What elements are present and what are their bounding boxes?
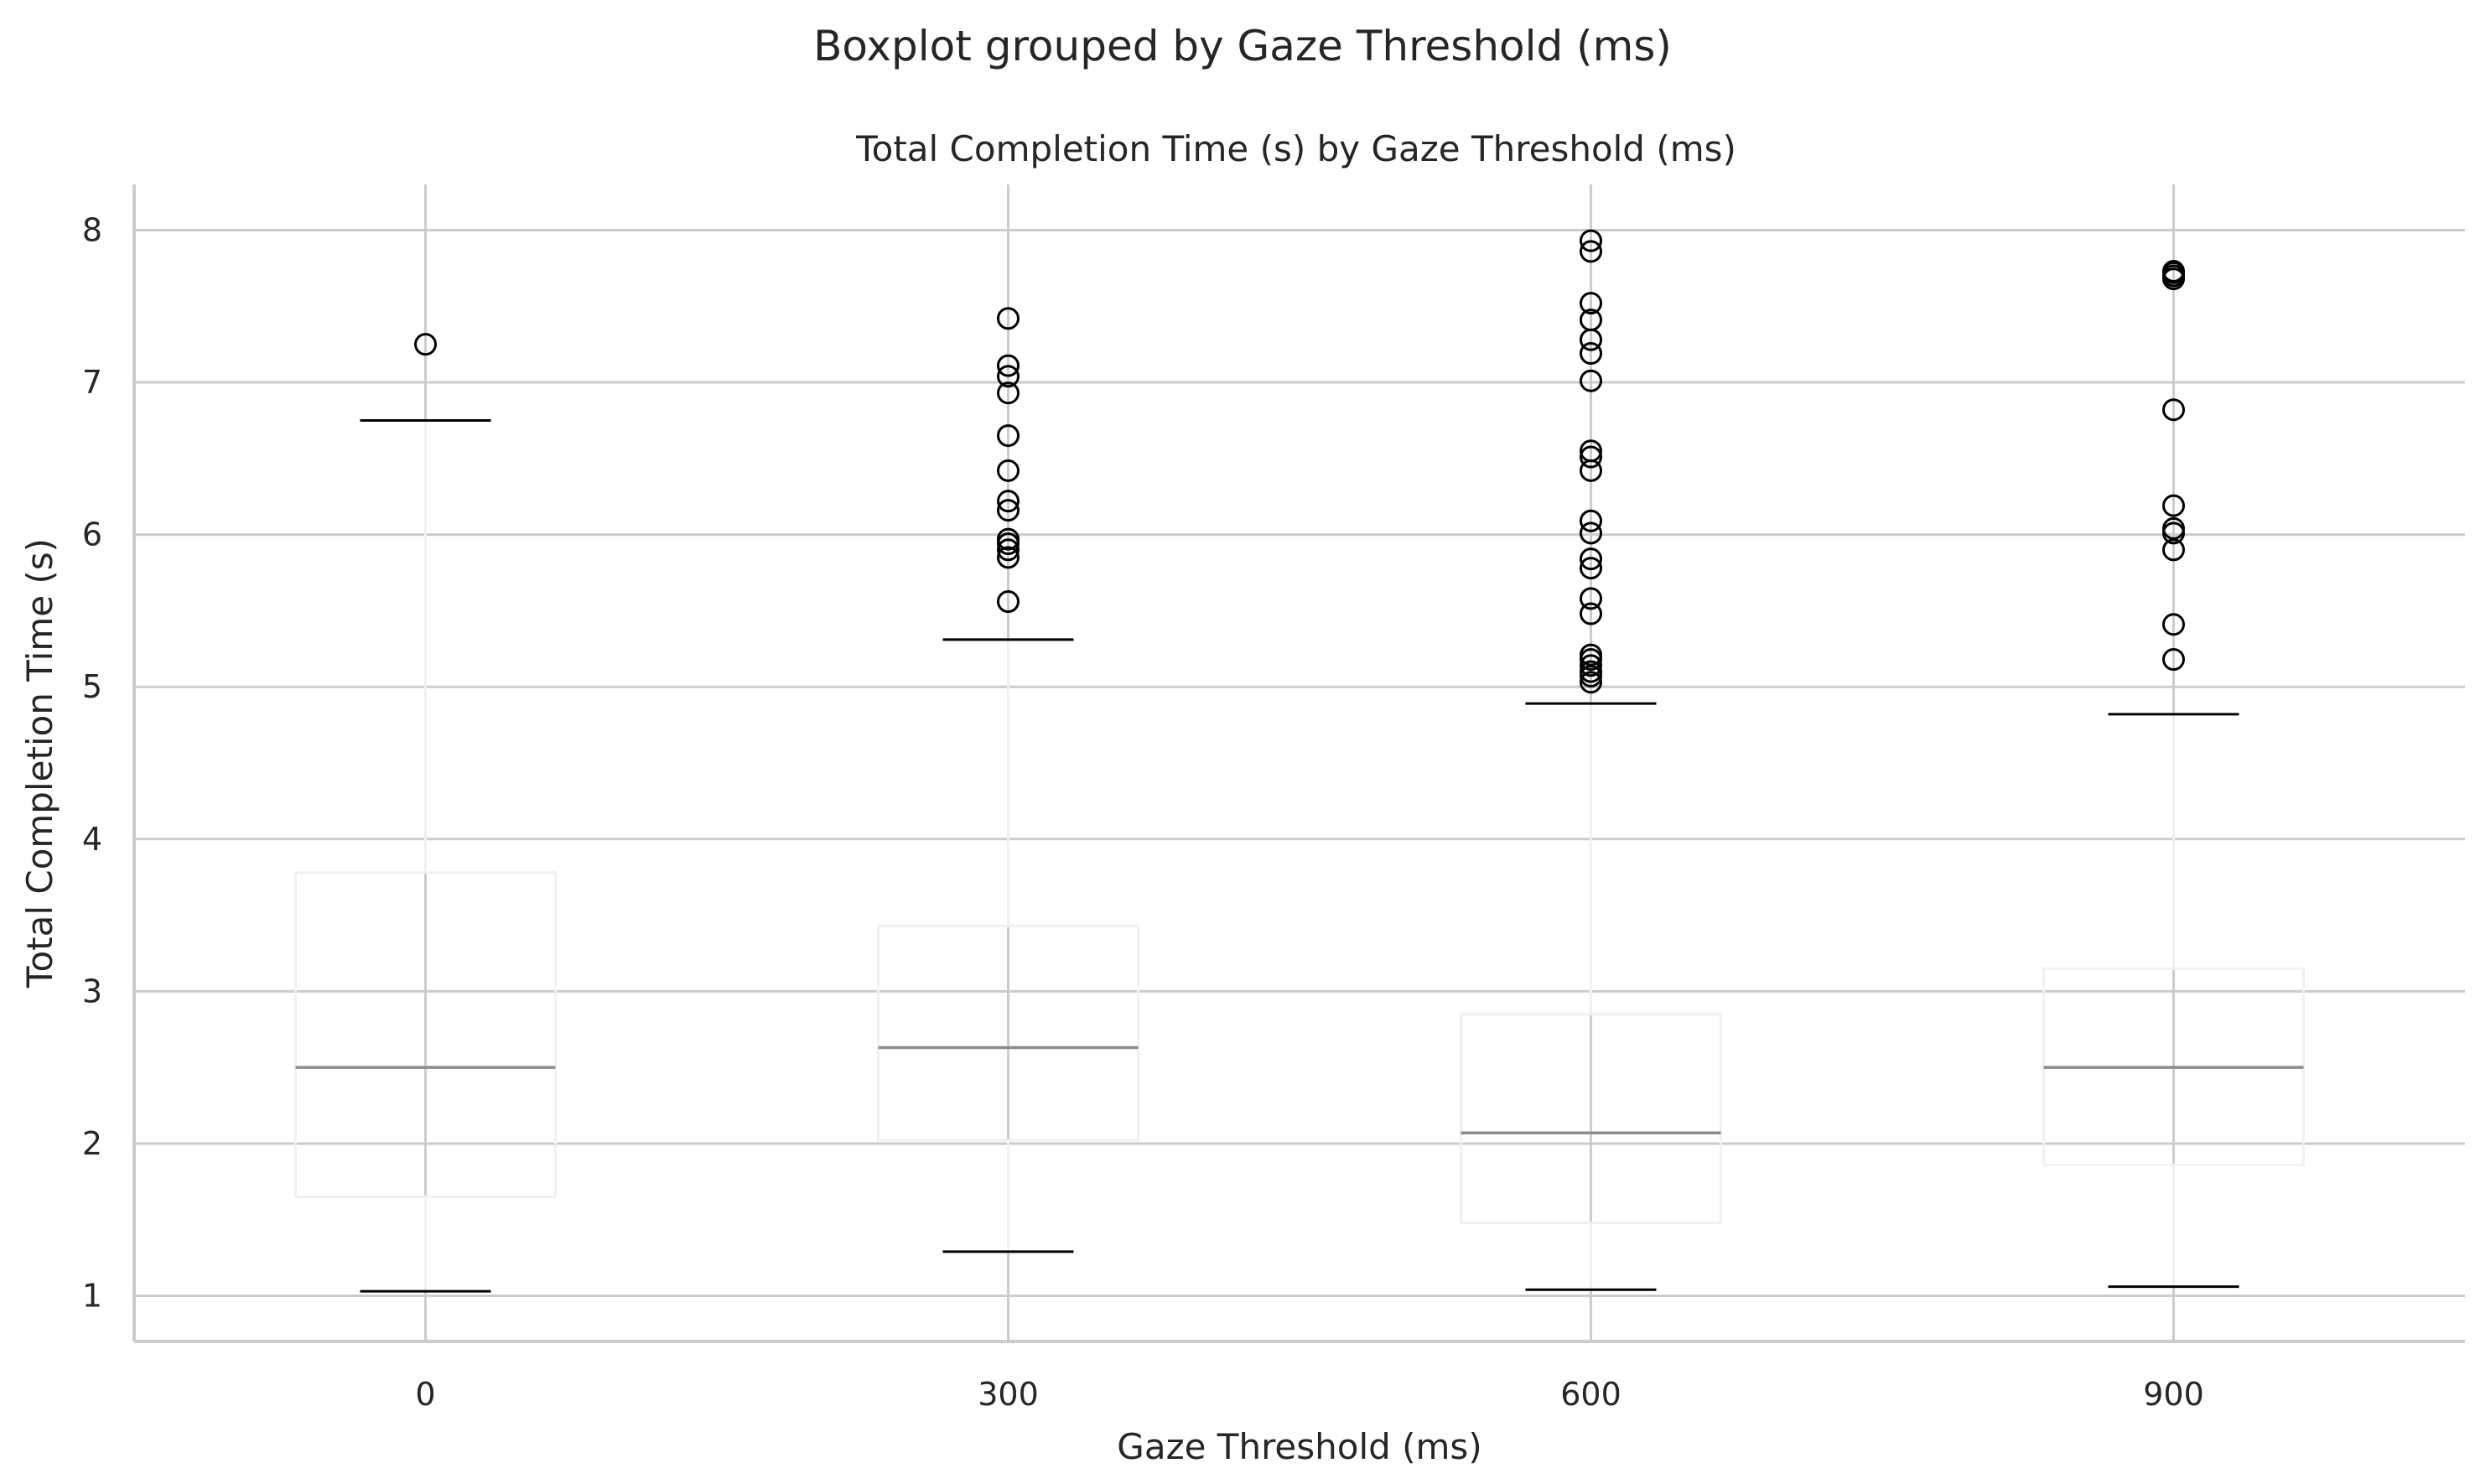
outlier-point <box>1580 229 1602 252</box>
outlier-point <box>1580 643 1602 667</box>
outlier-point <box>1580 342 1602 366</box>
outlier-point <box>1580 587 1602 610</box>
y-tick-label: 8 <box>82 211 102 248</box>
outlier-point <box>1580 240 1602 263</box>
outlier-point <box>2162 516 2185 540</box>
outlier-point <box>1580 671 1602 694</box>
outlier-point <box>997 527 1020 551</box>
outlier-point <box>1580 654 1602 677</box>
x-axis-label: Gaze Threshold (ms) <box>1117 1426 1481 1467</box>
outlier-point <box>1580 292 1602 315</box>
outlier-point <box>2162 648 2185 672</box>
outlier-point <box>997 538 1020 562</box>
y-tick-label: 2 <box>82 1125 102 1162</box>
outlier-point <box>1580 602 1602 625</box>
outlier-point <box>997 499 1020 522</box>
box-group <box>294 333 557 1293</box>
iqr-box <box>1460 1013 1722 1224</box>
x-tick-label: 900 <box>2143 1376 2204 1413</box>
y-tick-label: 1 <box>82 1278 102 1315</box>
x-tick-labels: 0 300 600 900 <box>415 1376 2203 1413</box>
outlier-point <box>997 490 1020 513</box>
chart-title: Total Completion Time (s) by Gaze Thresh… <box>855 128 1736 169</box>
outlier-point <box>997 354 1020 377</box>
y-tick-labels: 1 2 3 4 5 6 7 8 <box>82 211 102 1314</box>
box-group <box>2042 260 2305 1289</box>
outlier-point <box>997 307 1020 330</box>
box-group <box>877 307 1139 1253</box>
y-tick-label: 5 <box>82 668 102 705</box>
outlier-point <box>1580 445 1602 469</box>
outlier-point <box>1580 369 1602 392</box>
y-tick-label: 4 <box>82 821 102 858</box>
boxes-layer <box>294 229 2305 1293</box>
x-tick-label: 300 <box>978 1376 1039 1413</box>
y-tick-label: 3 <box>82 973 102 1009</box>
y-tick-label: 6 <box>82 516 102 553</box>
outlier-point <box>997 365 1020 388</box>
outlier-point <box>997 459 1020 482</box>
outlier-point <box>2162 613 2185 636</box>
outlier-point <box>997 424 1020 448</box>
outlier-point <box>414 333 437 356</box>
y-tick-label: 7 <box>82 364 102 401</box>
outlier-point <box>1580 557 1602 580</box>
outlier-point <box>997 381 1020 405</box>
outlier-point <box>2162 494 2185 517</box>
outlier-point <box>1580 660 1602 683</box>
outlier-point <box>1580 521 1602 545</box>
axes-spines <box>132 184 2465 1343</box>
iqr-box <box>877 924 1139 1142</box>
outlier-point <box>2162 398 2185 422</box>
iqr-box <box>294 871 557 1198</box>
outlier-point <box>997 590 1020 614</box>
outlier-point <box>1580 309 1602 332</box>
y-axis-label: Total Completion Time (s) <box>19 538 60 988</box>
outlier-point <box>1580 439 1602 463</box>
grid-layer <box>134 184 2465 1341</box>
outlier-point <box>1580 509 1602 532</box>
box-group <box>1460 229 1722 1291</box>
chart-suptitle: Boxplot grouped by Gaze Threshold (ms) <box>813 22 1672 70</box>
outlier-point <box>2162 260 2185 283</box>
outlier-point <box>1580 547 1602 571</box>
x-tick-label: 600 <box>1560 1376 1621 1413</box>
x-tick-label: 0 <box>415 1376 435 1413</box>
outlier-point <box>997 546 1020 569</box>
